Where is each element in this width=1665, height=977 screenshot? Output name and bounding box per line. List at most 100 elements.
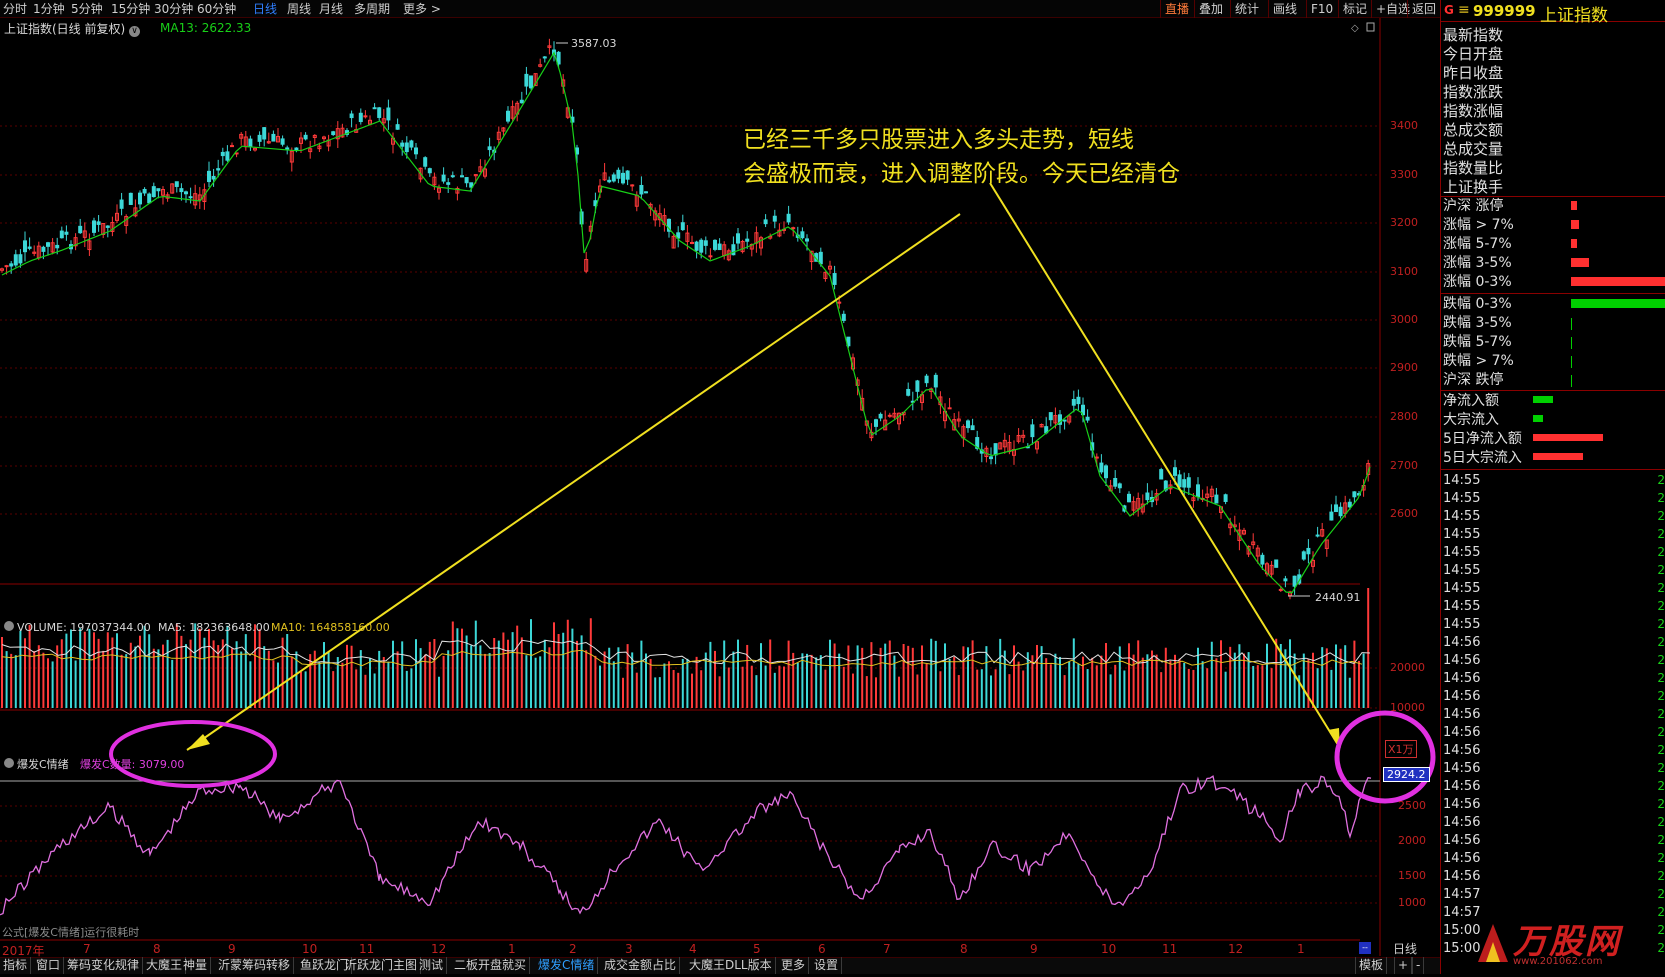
tab-period-5[interactable]: 60分钟 (197, 2, 237, 16)
tab-period-10[interactable]: 更多 > (403, 2, 441, 16)
candle-body (377, 107, 382, 118)
window-icon[interactable] (1366, 22, 1375, 32)
candle-body (64, 231, 69, 235)
candle-body (414, 147, 418, 155)
candle-body (110, 222, 115, 232)
candle-body (197, 194, 202, 201)
indicator-tab-4[interactable]: 神量 (180, 957, 212, 974)
volume-header[interactable]: VOLUME: 197037344.00 (4, 621, 151, 634)
indicator-tab-11[interactable]: 成交金额占比 (601, 957, 681, 974)
flow-bar (1533, 415, 1543, 422)
candle-body (1260, 554, 1265, 565)
candle-body (1205, 493, 1210, 498)
diamond-icon[interactable]: ◇ (1351, 23, 1359, 34)
highlight-circle (1334, 710, 1436, 804)
tick-time: 14:55 (1443, 581, 1481, 596)
candle-body (46, 242, 50, 247)
tab-period-8[interactable]: 月线 (319, 2, 344, 16)
tick-value: 2 (1657, 941, 1665, 955)
indicator-tab-0[interactable]: 指标 (0, 957, 32, 974)
toolbar-btn-0[interactable]: 直播 (1160, 0, 1193, 18)
candle-body (1301, 551, 1306, 560)
indicator-tab-7[interactable]: 沂跃龙门主图 (342, 957, 422, 974)
candle-body (27, 246, 32, 249)
candle-body (1334, 504, 1338, 513)
indicator-tab-2[interactable]: 筹码变化规律 (64, 957, 144, 974)
indicator-header[interactable]: 爆发C情绪 (4, 756, 69, 772)
dropdown-icon[interactable]: ∨ (129, 26, 141, 37)
dropdown-icon[interactable] (4, 621, 14, 631)
candle-body (151, 186, 156, 198)
period-indicator[interactable]: 日线 (1393, 942, 1418, 956)
indicator-tab-9[interactable]: 二板开盘就买 (451, 957, 531, 974)
candle-body (906, 388, 911, 396)
indicator-tab-8[interactable]: 测试 (416, 957, 448, 974)
indicator-tab-3[interactable]: 大魔王 (143, 957, 187, 974)
candle-body (1237, 529, 1242, 541)
tick-value: 2 (1657, 689, 1665, 703)
quote-field-label: 昨日收盘 (1443, 64, 1504, 82)
tick-value: 2 (1657, 491, 1665, 505)
candle-body (547, 45, 552, 48)
ma13-label: MA13: 2622.33 (160, 21, 252, 35)
candle-body (147, 193, 152, 204)
indicator-tab-13[interactable]: 更多 (778, 957, 810, 974)
candle-body (1228, 523, 1233, 529)
candle-body (970, 425, 975, 431)
candle-body (496, 131, 501, 140)
indicator-tab-6[interactable]: 鱼跃龙门 (297, 957, 353, 974)
candle-body (892, 412, 897, 418)
toolbar-btn-3[interactable]: 画线 (1268, 0, 1301, 18)
x-axis-label: 7 (883, 942, 891, 956)
indicator-tab-10[interactable]: 爆发C情绪 (535, 957, 599, 974)
volume-unit: X1万 (1385, 740, 1417, 758)
candle-body (285, 147, 290, 150)
toolbar-btn-2[interactable]: 统计 (1230, 0, 1263, 18)
toolbar-btn-6[interactable]: +自选 (1371, 0, 1414, 18)
x-axis-label: 1 (1297, 942, 1305, 956)
bottom-right-btn-0[interactable]: 模板 (1355, 957, 1388, 974)
x-axis-label: 12 (431, 942, 447, 956)
toolbar-btn-1[interactable]: 叠加 (1194, 0, 1227, 18)
indicator-tab-5[interactable]: 沂蒙筹码转移 (215, 957, 295, 974)
up-count-bar (1571, 258, 1589, 267)
tab-period-9[interactable]: 多周期 (354, 2, 391, 16)
x-axis-label: 6 (818, 942, 826, 956)
menu-icon[interactable]: ≡ (1458, 2, 1470, 18)
tick-time: 14:55 (1443, 473, 1481, 488)
candle-body (59, 230, 64, 239)
tab-period-4[interactable]: 30分钟 (154, 2, 194, 16)
candle-body (248, 138, 253, 148)
candle-body (933, 374, 938, 388)
indicator-tab-1[interactable]: 窗口 (33, 957, 65, 974)
toolbar-btn-4[interactable]: F10 (1306, 0, 1337, 18)
quote-field-label: 指数涨幅 (1443, 102, 1504, 120)
highlight-circle (109, 720, 277, 788)
quote-field-label: 最新指数 (1443, 26, 1504, 44)
toolbar-btn-7[interactable]: 返回 (1407, 0, 1440, 18)
tab-period-1[interactable]: 1分钟 (33, 2, 65, 16)
tick-value: 2 (1657, 527, 1665, 541)
tick-time: 15:00 (1443, 923, 1481, 938)
tab-period-0[interactable]: 分时 (3, 2, 28, 16)
up-range-label: 涨幅 > 7% (1443, 217, 1514, 233)
indicator-tab-14[interactable]: 设置 (811, 957, 843, 974)
tab-period-2[interactable]: 5分钟 (71, 2, 103, 16)
scroll-icon[interactable]: -- (1359, 942, 1371, 954)
tab-period-7[interactable]: 周线 (287, 2, 312, 16)
candle-body (662, 215, 667, 226)
x-axis-label: 1 (508, 942, 516, 956)
candle-body (119, 199, 124, 209)
dropdown-icon[interactable] (4, 758, 14, 768)
tab-period-3[interactable]: 15分钟 (111, 2, 151, 16)
toolbar-btn-5[interactable]: 标记 (1338, 0, 1371, 18)
candle-body (1002, 439, 1007, 448)
candle-body (763, 219, 768, 225)
tab-period-6[interactable]: 日线 (253, 2, 278, 16)
bottom-right-btn-1[interactable]: + (1394, 957, 1413, 974)
indicator-tab-12[interactable]: 大魔王DLL版本 (686, 957, 776, 974)
chart-title[interactable]: 上证指数(日线 前复权) ∨ (4, 20, 141, 37)
candle-body (607, 179, 612, 183)
bottom-right-btn-2[interactable]: - (1412, 957, 1425, 974)
tick-value: 2 (1657, 887, 1665, 901)
